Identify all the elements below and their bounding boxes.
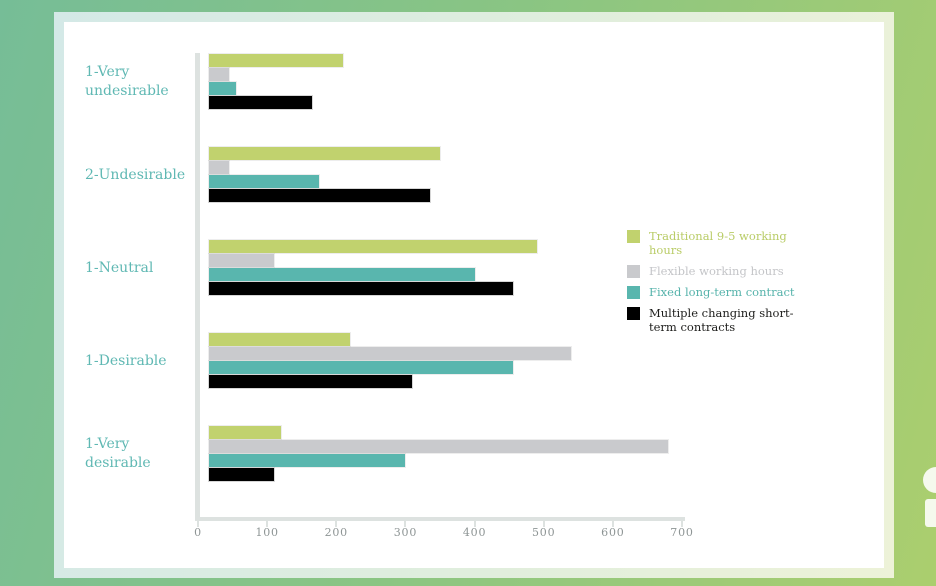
card-frame: 0 100 200 300 400 500 600 700 1-Very undesirabl…	[54, 12, 894, 578]
bar	[209, 468, 275, 481]
chart-card: 0 100 200 300 400 500 600 700 1-Very undesirabl…	[64, 22, 884, 568]
x-tick	[266, 521, 269, 527]
bar-stack	[198, 426, 669, 482]
legend-label: Flexible working hours	[649, 264, 784, 278]
bar	[209, 189, 430, 202]
bar	[209, 454, 406, 467]
x-tick-label: 500	[532, 526, 556, 539]
cropped-watermark-circle	[923, 467, 936, 493]
cropped-watermark-bar	[925, 499, 936, 527]
bar	[209, 96, 313, 109]
bar-group: 1-Desirable	[85, 333, 682, 389]
bar	[209, 440, 669, 453]
bar	[209, 282, 513, 295]
x-tick	[197, 521, 199, 527]
bar-stack	[198, 333, 572, 389]
legend-item: Flexible working hours	[627, 264, 827, 278]
bar	[209, 254, 275, 267]
bar-group: 1-Neutral	[85, 240, 682, 296]
x-tick	[404, 521, 407, 527]
x-tick	[611, 521, 614, 527]
bar	[209, 333, 351, 346]
legend-label: Traditional 9-5 working hours	[649, 229, 787, 257]
chart-legend: Traditional 9-5 working hours Flexible wo…	[627, 229, 827, 341]
legend-item: Multiple changing short-term contracts	[627, 306, 827, 334]
bar	[209, 426, 281, 439]
bar-stack	[198, 54, 344, 110]
x-tick	[473, 521, 476, 527]
bar	[209, 347, 572, 360]
bar-group: 1-Very undesirable	[85, 54, 682, 110]
category-label: 1-Desirable	[85, 352, 167, 369]
x-tick-label: 0	[194, 526, 202, 539]
bar-stack	[198, 147, 440, 203]
x-tick	[542, 521, 545, 527]
bar	[209, 68, 230, 81]
x-tick-label: 100	[255, 526, 279, 539]
bar	[209, 240, 537, 253]
category-label: 1-Very desirable	[85, 436, 151, 471]
bar-group: 1-Very desirable	[85, 426, 682, 482]
legend-swatch	[627, 265, 640, 278]
x-tick-label: 700	[670, 526, 694, 539]
category-label: 1-Neutral	[85, 259, 154, 276]
bar-chart-plot: 0 100 200 300 400 500 600 700 1-Very undesirabl…	[85, 22, 693, 539]
x-tick	[681, 521, 683, 527]
legend-label: Fixed long-term contract	[649, 285, 795, 299]
x-tick-label: 200	[324, 526, 348, 539]
y-axis-line	[195, 53, 200, 521]
x-axis-line	[195, 517, 685, 521]
bar	[209, 268, 475, 281]
bar	[209, 54, 344, 67]
legend-swatch	[627, 286, 640, 299]
bar-group: 2-Undesirable	[85, 147, 682, 203]
x-tick-label: 300	[393, 526, 418, 539]
x-tick	[335, 521, 338, 527]
bar	[209, 147, 440, 160]
bar	[209, 375, 413, 388]
category-label: 2-Undesirable	[85, 166, 186, 183]
legend-swatch	[627, 307, 640, 320]
bar-stack	[198, 240, 537, 296]
x-tick-label: 600	[601, 526, 625, 539]
legend-item: Traditional 9-5 working hours	[627, 229, 827, 257]
bar	[209, 361, 513, 374]
bar	[209, 175, 319, 188]
legend-label: Multiple changing short-term contracts	[649, 306, 794, 334]
bar	[209, 161, 230, 174]
legend-item: Fixed long-term contract	[627, 285, 827, 299]
category-label: 1-Very undesirable	[85, 64, 169, 99]
legend-swatch	[627, 230, 640, 243]
bar	[209, 82, 237, 95]
x-tick-label: 400	[462, 526, 487, 539]
